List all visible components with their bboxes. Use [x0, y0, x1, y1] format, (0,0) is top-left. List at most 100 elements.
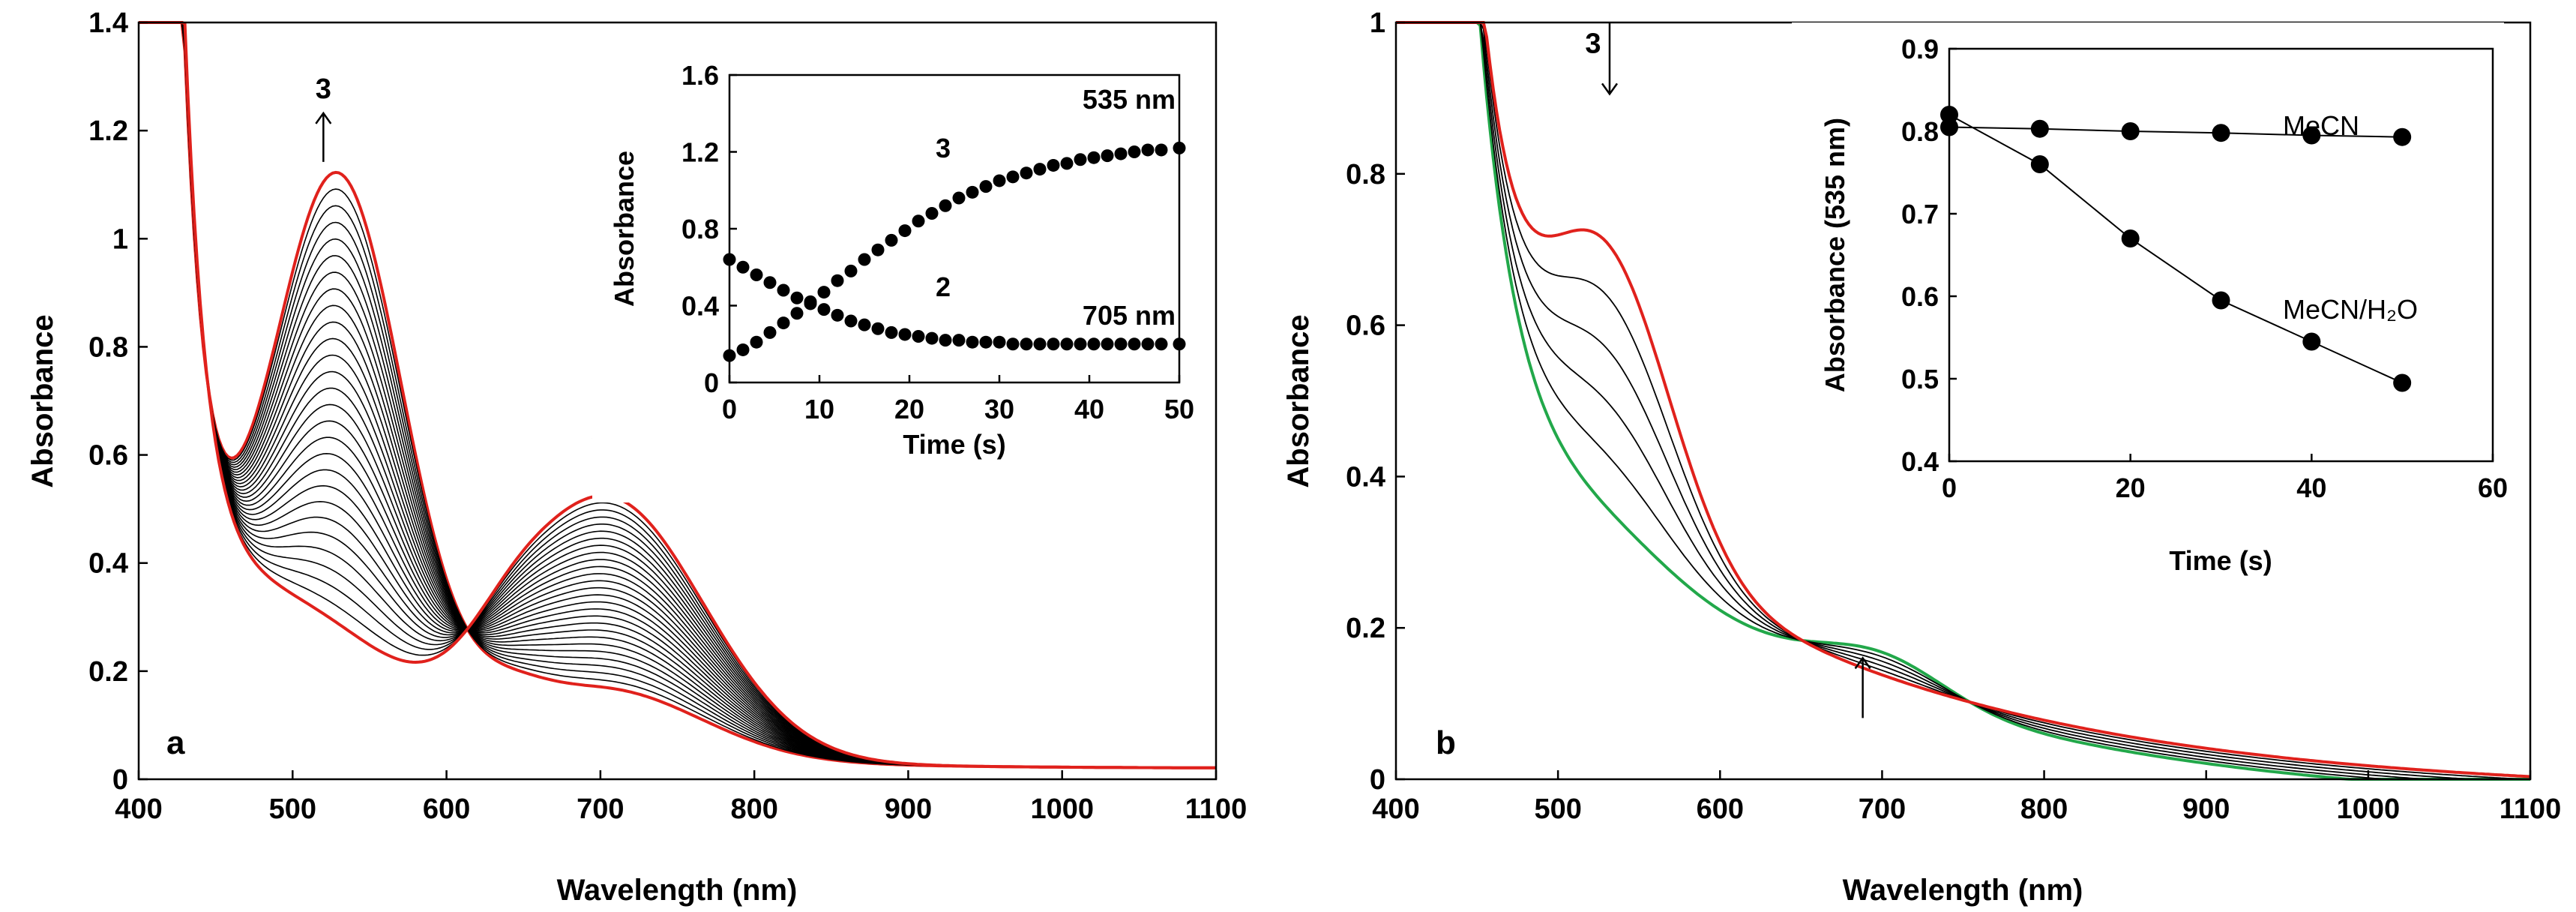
- spectrum-red: [139, 21, 1216, 770]
- y-tick-label: 1.2: [681, 137, 719, 168]
- x-tick-label: 900: [2182, 794, 2230, 825]
- panel-a-inset-point-3: [736, 343, 750, 356]
- panel-a-inset-point-2: [1101, 338, 1114, 351]
- panel-b-inset-point-1: [2121, 230, 2140, 248]
- panel-a-inset-point-2: [939, 334, 952, 347]
- y-tick-label: 0.4: [1901, 446, 1939, 477]
- panel-a-inset-point-2: [1128, 338, 1141, 351]
- panel-a-inset-point-3: [1141, 143, 1155, 157]
- y-tick-label: 1: [112, 224, 128, 255]
- panel-a-inset-point-3: [1155, 143, 1168, 157]
- panel-a-inset-point-3: [1033, 163, 1047, 176]
- panel-a-inset-point-3: [912, 214, 925, 228]
- y-tick-label: 0: [1370, 764, 1385, 796]
- panel-a-inset-point-2: [925, 332, 939, 345]
- panel-a-plot-frame: [137, 21, 1218, 781]
- x-tick-label: 1000: [2337, 794, 2401, 825]
- panel-a-inset-535-label: 535 nm: [1083, 84, 1176, 115]
- panel-a-inset-point-3: [750, 335, 763, 349]
- x-tick-label: 10: [804, 394, 834, 424]
- panel-a-inset-point-3: [952, 191, 966, 205]
- panel-a-inset-point-2: [885, 326, 898, 339]
- y-tick-label: 0.4: [681, 291, 719, 322]
- panel-b-y-ticks: 0 0.2 0.4 0.6 0.8 1: [1346, 8, 1405, 796]
- panel-a-inset-point-2: [804, 297, 817, 310]
- panel-b-inset: 0.4 0.5 0.6 0.7 0.8 0.9 0 20 40 60 Time (s) Abso…: [1792, 22, 2508, 578]
- x-tick-label: 1100: [2500, 794, 2561, 825]
- panel-a-inset: 0 0.4 0.8 1.2 1.6 0 10 20 30 40 50 Time (s) Absor…: [592, 52, 1194, 502]
- arrow-head: [1854, 656, 1871, 670]
- panel-a-inset-series-3-label: 3: [936, 133, 951, 164]
- panel-b-inset-point-1: [2030, 155, 2049, 173]
- panel-b-inset-points: [1940, 106, 2412, 392]
- panel-a-inset-point-3: [790, 307, 804, 320]
- panel-a-inset-point-2: [736, 260, 750, 274]
- panel-a-inset-point-2: [871, 322, 885, 335]
- panel-a-inset-point-2: [952, 334, 966, 347]
- panel-a-inset-705-label: 705 nm: [1083, 300, 1176, 331]
- panel-a-inset-point-3: [979, 180, 993, 194]
- y-tick-label: 0.2: [1346, 613, 1385, 644]
- panel-b-inset-mecn-h2o-label: MeCN/H₂O: [2283, 294, 2418, 325]
- panel-a-inset-point-2: [979, 335, 993, 349]
- y-tick-label: 0: [112, 764, 128, 796]
- panel-b-x-ticks: 400 500 600 700 800 900 1000 1100: [1372, 770, 2561, 825]
- panel-b-x-axis-label: Wavelength (nm): [1843, 874, 2083, 907]
- y-tick-label: 0.8: [681, 214, 719, 244]
- panel-a-inset-point-3: [1006, 170, 1020, 184]
- panel-a-inset-point-3: [966, 185, 979, 199]
- panel-a-inset-y-ticks: 0 0.4 0.8 1.2 1.6: [681, 60, 737, 398]
- x-tick-label: 50: [1164, 394, 1194, 424]
- panel-a: 00.20.40.60.811.21.4 400 500 600 700 800 900 1…: [26, 8, 1247, 907]
- panel-a-inset-point-2: [1141, 338, 1155, 351]
- panel-a-inset-point-3: [993, 174, 1006, 188]
- x-tick-label: 800: [2020, 794, 2068, 825]
- panel-a-inset-point-2: [750, 268, 763, 281]
- x-tick-label: 400: [1372, 794, 1419, 825]
- x-tick-label: 700: [577, 794, 624, 825]
- panel-a-inset-point-3: [1087, 151, 1101, 164]
- x-tick-label: 600: [423, 794, 470, 825]
- panel-a-inset-point-3: [831, 274, 844, 287]
- panel-b-inset-frame: [1948, 47, 2494, 463]
- panel-a-inset-point-3: [763, 326, 777, 339]
- panel-a-inset-point-2: [898, 328, 912, 341]
- panel-a-inset-point-3: [1047, 158, 1060, 172]
- x-tick-label: 800: [730, 794, 777, 825]
- y-tick-label: 0.8: [1901, 116, 1939, 147]
- panel-a-inset-point-3: [1114, 147, 1128, 160]
- y-tick-label: 0: [704, 368, 719, 398]
- panel-a-y-ticks: 0 0.2 0.4 0.6 0.8 1 1.2 1.4: [88, 8, 148, 796]
- panel-b-inset-point-1: [2393, 374, 2412, 392]
- panel-a-inset-point-2: [790, 291, 804, 304]
- panel-a-inset-point-3: [898, 224, 912, 238]
- panel-a-inset-point-3: [777, 316, 790, 330]
- x-tick-label: 20: [2116, 472, 2146, 503]
- panel-b: 00.20.40.60.81 400 500 600 700 800 900 1000 110…: [1282, 8, 2561, 907]
- panel-a-inset-point-3: [817, 286, 831, 299]
- panel-b-inset-point-0: [2393, 128, 2412, 146]
- arrow-head: [1601, 82, 1619, 96]
- panel-b-inset-point-1: [1940, 106, 1958, 124]
- panel-a-inset-point-3: [1074, 153, 1087, 166]
- x-tick-label: 700: [1859, 794, 1906, 825]
- y-tick-label: 1.6: [681, 60, 719, 91]
- panel-a-inset-x-ticks: 0 10 20 30 40 50: [722, 375, 1194, 424]
- x-tick-label: 400: [115, 794, 162, 825]
- panel-a-inset-point-2: [912, 330, 925, 343]
- panel-a-inset-point-3: [723, 349, 736, 362]
- panel-b-inset-point-0: [2212, 124, 2230, 142]
- panel-a-inset-point-2: [1114, 338, 1128, 351]
- panel-b-inset-y-label: Absorbance (535 nm): [1820, 118, 1850, 392]
- x-tick-label: 900: [885, 794, 932, 825]
- panel-b-inset-x-label: Time (s): [2169, 545, 2272, 576]
- panel-b-band-label: 3: [1585, 28, 1601, 59]
- panel-b-inset-background: [1792, 22, 2504, 578]
- panel-b-inset-point-0: [2121, 122, 2140, 140]
- panel-a-inset-point-2: [1020, 338, 1033, 351]
- panel-a-inset-point-3: [925, 207, 939, 220]
- panel-a-inset-series-2-label: 2: [936, 272, 951, 302]
- panel-a-inset-point-2: [1087, 338, 1101, 351]
- panel-a-inset-point-2: [723, 253, 736, 266]
- panel-a-x-ticks: 400 500 600 700 800 900 1000 1100: [115, 770, 1247, 825]
